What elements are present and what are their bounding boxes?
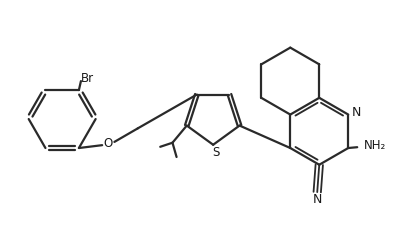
Text: O: O [103,137,112,150]
Text: N: N [312,193,321,205]
Text: N: N [351,106,360,119]
Text: Br: Br [81,72,94,85]
Text: NH₂: NH₂ [363,139,385,153]
Text: S: S [212,146,220,159]
